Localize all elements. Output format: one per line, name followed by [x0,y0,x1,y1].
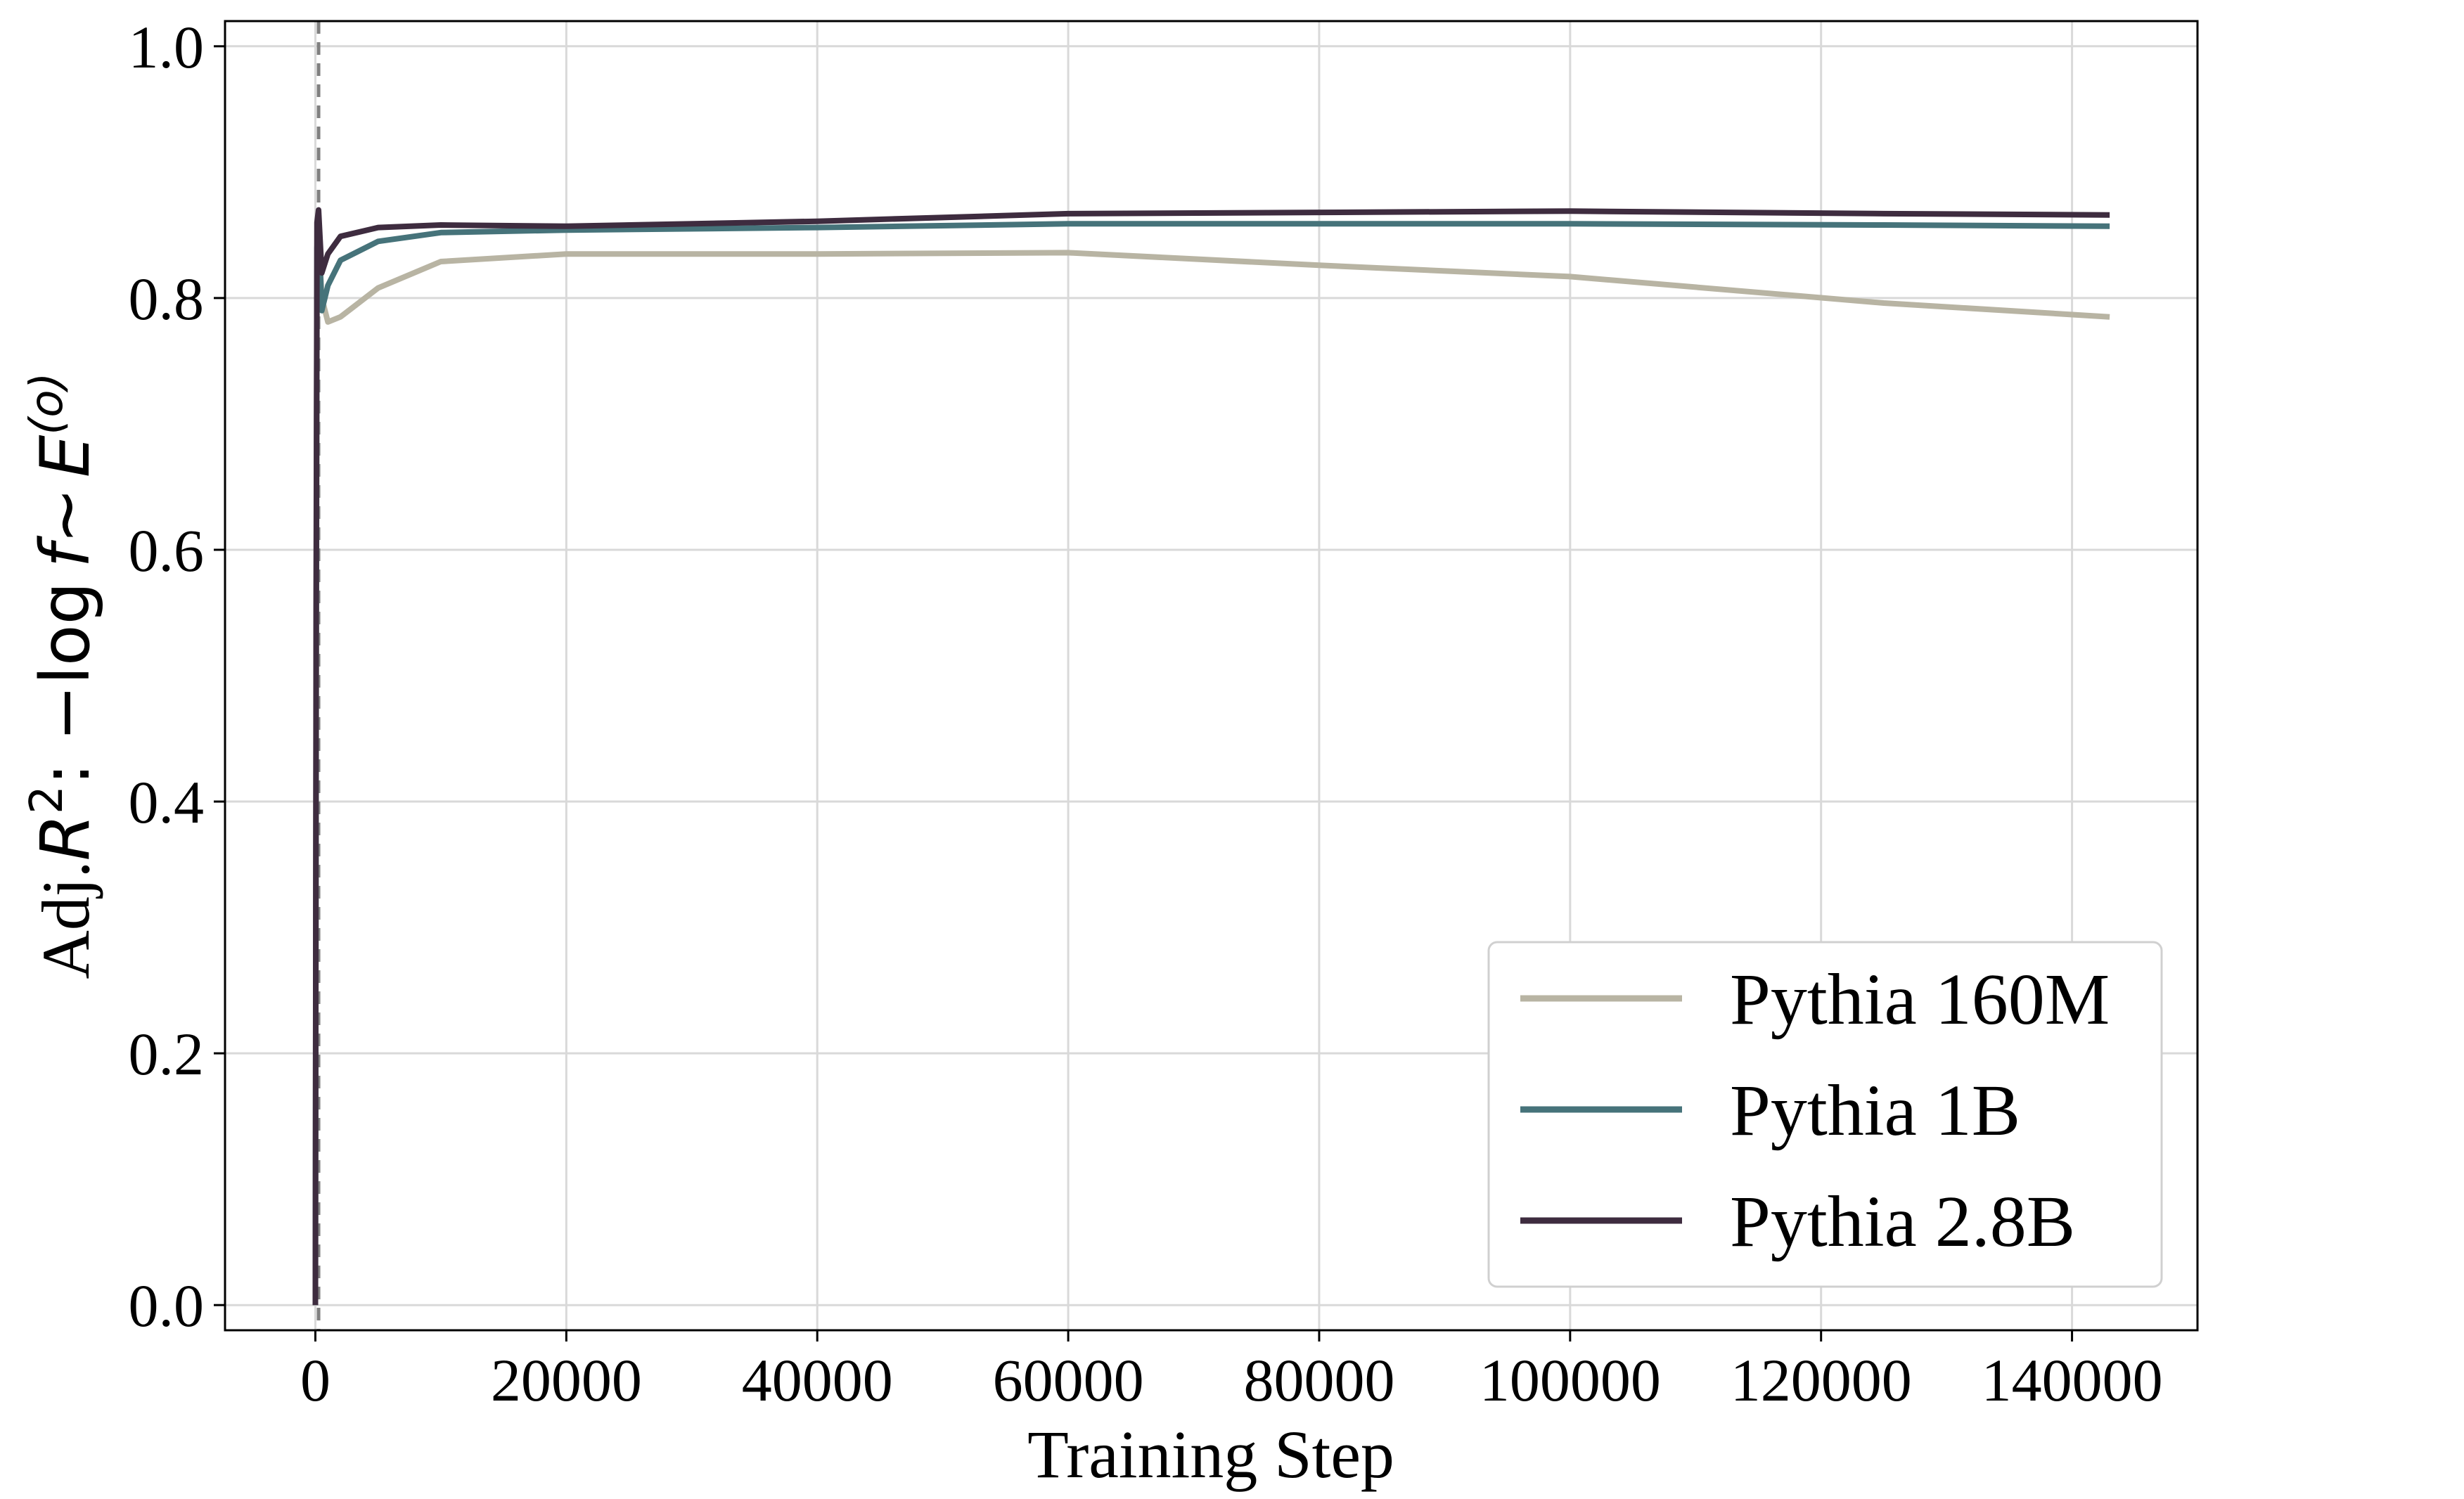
x-tick-label-5: 100000 [1480,1346,1661,1414]
y-tick-label-5: 1.0 [129,13,205,81]
series-layer [312,207,2110,1306]
legend: Pythia 160M Pythia 1B Pythia 2.8B [1487,941,2163,1288]
x-tick-label-2: 40000 [742,1346,893,1414]
y-axis-label-r-superscript: 2 [21,785,73,814]
x-axis-ticks: 0 20000 40000 60000 80000 100000 120000 140000 [300,1330,2163,1414]
x-tick-label-1: 20000 [491,1346,642,1414]
legend-box [1487,941,2163,1288]
series-line-2 [312,207,2110,1306]
y-tick-label-3: 0.6 [129,517,205,584]
y-tick-label-1: 0.2 [129,1020,205,1088]
legend-label-0: Pythia 160M [1730,959,2110,1040]
y-axis-label-minus-log: −log [26,581,105,762]
x-tick-label-3: 60000 [993,1346,1144,1414]
legend-entries: Pythia 160M Pythia 1B Pythia 2.8B [1520,959,2110,1262]
x-tick-label-6: 120000 [1731,1346,1912,1414]
y-tick-label-4: 0.8 [129,265,205,333]
y-axis-label-e: E [26,435,105,477]
y-axis-label-prefix: Adj. [28,861,103,979]
y-axis-label-e-superscript: (o) [21,372,73,435]
y-axis-label-colon: : [26,763,105,785]
y-axis-label-tilde: ∼ [26,487,105,543]
y-axis-ticks: 0.0 0.2 0.4 0.6 0.8 1.0 [129,13,225,1339]
x-tick-label-7: 140000 [1982,1346,2163,1414]
y-axis-label: Adj.R2: −logf∼E(o) [21,372,105,979]
y-tick-label-0: 0.0 [129,1272,205,1339]
y-tick-label-2: 0.4 [129,768,205,836]
y-axis-label-r: R [26,814,105,861]
plot-frame [224,20,2199,1332]
legend-label-2: Pythia 2.8B [1730,1181,2075,1262]
x-tick-label-4: 80000 [1243,1346,1394,1414]
x-tick-label-0: 0 [300,1346,331,1414]
x-axis-label: Training Step [1027,1417,1394,1492]
legend-label-1: Pythia 1B [1730,1070,2020,1151]
